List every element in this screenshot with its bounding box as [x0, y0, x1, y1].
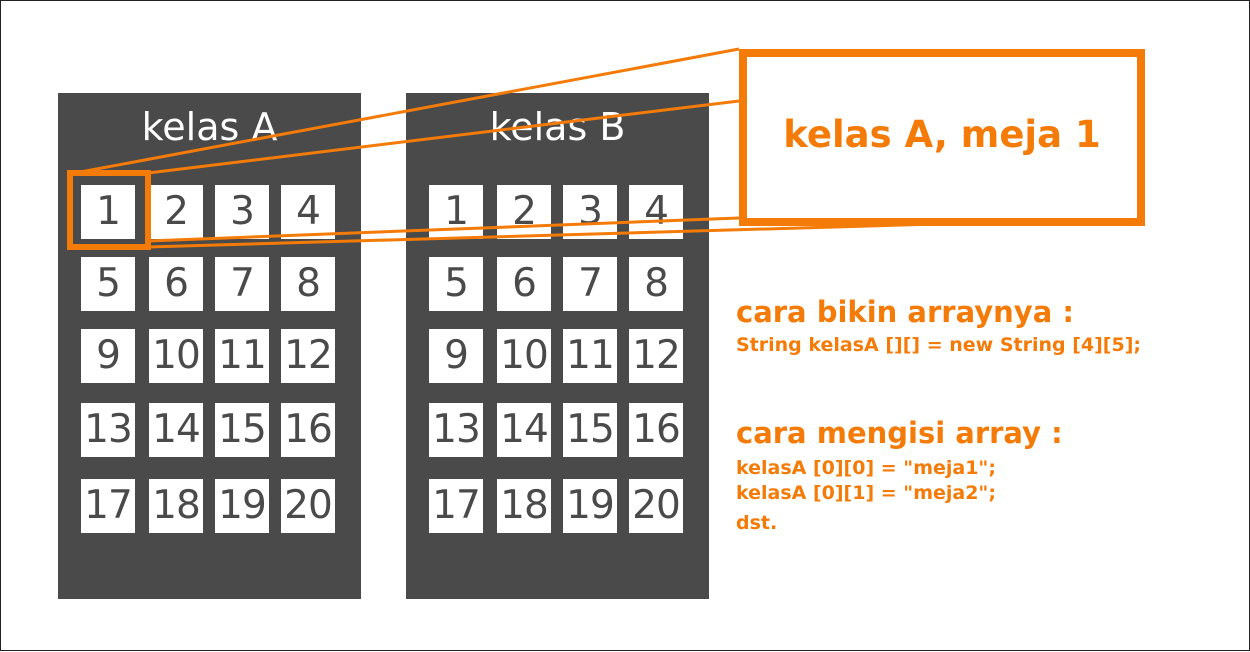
- desk-cell-2: 2: [149, 185, 203, 239]
- desk-cell-16: 16: [281, 403, 335, 457]
- desk-cell-10: 10: [497, 329, 551, 383]
- fill-array-line: kelasA [0][1] = "meja2";: [736, 482, 996, 504]
- desk-cell-6: 6: [149, 257, 203, 311]
- desk-cell-15: 15: [215, 403, 269, 457]
- desk-cell-18: 18: [497, 479, 551, 533]
- fill-array-heading: cara mengisi array :: [736, 416, 1063, 450]
- desk-cell-7: 7: [563, 257, 617, 311]
- desk-cell-4: 4: [629, 185, 683, 239]
- desk-cell-15: 15: [563, 403, 617, 457]
- fill-array-line: dst.: [736, 512, 778, 534]
- desk-cell-17: 17: [81, 479, 135, 533]
- desk-cell-12: 12: [281, 329, 335, 383]
- desk-cell-9: 9: [81, 329, 135, 383]
- desk-cell-1: 1: [81, 185, 135, 239]
- desk-cell-5: 5: [81, 257, 135, 311]
- desk-cell-7: 7: [215, 257, 269, 311]
- desk-cell-8: 8: [281, 257, 335, 311]
- desk-cell-3: 3: [215, 185, 269, 239]
- desk-cell-3: 3: [563, 185, 617, 239]
- desk-cell-19: 19: [563, 479, 617, 533]
- desk-cell-16: 16: [629, 403, 683, 457]
- desk-cell-12: 12: [629, 329, 683, 383]
- desk-cell-1: 1: [429, 185, 483, 239]
- desk-cell-19: 19: [215, 479, 269, 533]
- desk-cell-14: 14: [149, 403, 203, 457]
- desk-cell-11: 11: [563, 329, 617, 383]
- desk-cell-6: 6: [497, 257, 551, 311]
- desk-cell-4: 4: [281, 185, 335, 239]
- desk-cell-2: 2: [497, 185, 551, 239]
- classroom-b-panel: kelas B 1 2 3 4 5 6 7 8 9 10 11 12 13 14 15 16 17 18 19 20: [406, 93, 709, 599]
- desk-cell-9: 9: [429, 329, 483, 383]
- create-array-code: String kelasA [][] = new String [4][5];: [736, 334, 1141, 356]
- create-array-heading: cara bikin arraynya :: [736, 295, 1074, 329]
- desk-cell-13: 13: [81, 403, 135, 457]
- classroom-a-title: kelas A: [141, 105, 278, 149]
- desk-cell-13: 13: [429, 403, 483, 457]
- desk-cell-18: 18: [149, 479, 203, 533]
- desk-cell-20: 20: [629, 479, 683, 533]
- classroom-b-title: kelas B: [489, 105, 626, 149]
- desk-cell-5: 5: [429, 257, 483, 311]
- desk-cell-17: 17: [429, 479, 483, 533]
- desk-cell-14: 14: [497, 403, 551, 457]
- fill-array-line: kelasA [0][0] = "meja1";: [736, 457, 996, 479]
- desk-cell-8: 8: [629, 257, 683, 311]
- desk-cell-20: 20: [281, 479, 335, 533]
- desk-cell-11: 11: [215, 329, 269, 383]
- desk-cell-10: 10: [149, 329, 203, 383]
- callout-label: kelas A, meja 1: [783, 113, 1101, 156]
- classroom-a-panel: kelas A 1 2 3 4 5 6 7 8 9 10 11 12 13 14 15 16 17 18 19 20: [58, 93, 361, 599]
- callout-box: kelas A, meja 1: [739, 49, 1145, 226]
